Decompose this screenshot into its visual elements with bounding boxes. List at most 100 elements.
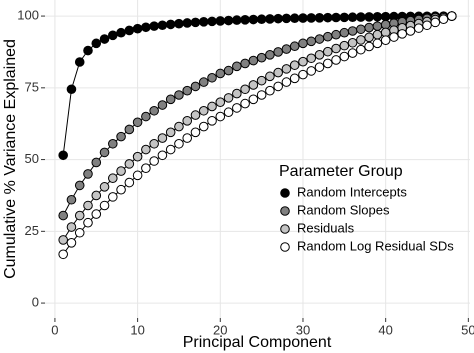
data-point [190, 110, 201, 120]
data-point [182, 133, 193, 143]
data-point [132, 117, 143, 128]
y-tick-label: 100 [17, 8, 39, 23]
data-point [372, 38, 383, 49]
data-point [58, 150, 68, 161]
data-point [364, 32, 374, 43]
legend-title: Parameter Group [279, 163, 403, 180]
data-point [322, 58, 333, 69]
data-point [83, 200, 93, 211]
data-point [116, 184, 126, 195]
data-point [413, 23, 424, 33]
data-point [273, 13, 283, 24]
data-point [331, 12, 341, 23]
data-point [198, 17, 209, 27]
data-point [248, 94, 259, 105]
data-point [422, 20, 432, 31]
data-point [149, 138, 159, 149]
data-point [207, 116, 217, 126]
data-point [149, 105, 159, 116]
data-point [240, 84, 250, 95]
data-point [83, 45, 93, 56]
legend-swatch [280, 224, 290, 234]
data-point [281, 44, 292, 54]
data-point [380, 35, 391, 45]
data-point [157, 133, 168, 143]
data-point [256, 75, 267, 86]
data-point [198, 105, 209, 116]
data-point [157, 20, 168, 31]
x-tick-label: 50 [461, 322, 474, 337]
data-point [108, 138, 118, 149]
data-point [281, 64, 292, 74]
data-point [256, 90, 267, 100]
data-point [364, 12, 374, 22]
data-point [248, 14, 259, 25]
data-point [124, 177, 135, 188]
data-point [405, 26, 416, 36]
data-point [116, 166, 126, 176]
data-point [74, 57, 85, 67]
data-point [74, 210, 85, 221]
legend-swatch [280, 242, 290, 252]
y-tick-label: 75 [25, 79, 39, 94]
data-point [240, 58, 250, 69]
data-point [74, 227, 85, 238]
data-point [207, 16, 217, 27]
data-point [141, 163, 151, 173]
data-point [149, 21, 159, 31]
data-point [265, 14, 275, 24]
data-point [331, 29, 341, 40]
data-point [306, 36, 317, 47]
legend-swatch [280, 206, 290, 216]
data-point [124, 159, 135, 169]
data-point [240, 15, 250, 25]
data-point [132, 151, 143, 162]
data-point [389, 32, 399, 42]
data-point [165, 94, 176, 105]
legend-swatch [280, 188, 290, 198]
data-point [99, 200, 110, 211]
data-point [248, 80, 259, 90]
data-point [364, 41, 374, 52]
data-point [198, 121, 209, 132]
data-point [174, 18, 184, 29]
data-point [165, 127, 176, 138]
data-point [190, 17, 201, 28]
legend-label: Random Intercepts [297, 184, 407, 199]
data-point [207, 101, 217, 112]
data-point [165, 19, 176, 30]
data-point [380, 11, 391, 22]
data-point [372, 11, 383, 22]
data-point [289, 13, 300, 24]
data-point [91, 38, 102, 49]
data-point [232, 88, 242, 99]
x-tick-label: 30 [296, 322, 310, 337]
data-point [265, 71, 275, 82]
series-line [62, 15, 452, 241]
data-point [174, 90, 184, 100]
data-point [314, 34, 325, 44]
data-point [108, 30, 118, 41]
data-point [364, 22, 374, 33]
data-point [91, 157, 102, 168]
data-point [66, 222, 77, 232]
data-point [314, 62, 325, 72]
data-point [298, 38, 308, 49]
data-point [356, 12, 366, 22]
data-point [289, 41, 300, 52]
data-point [83, 169, 93, 179]
data-point [124, 124, 135, 135]
data-point [165, 144, 176, 155]
legend-label: Random Log Residual SDs [297, 238, 454, 253]
data-point [314, 50, 325, 60]
data-point [215, 111, 226, 122]
data-point [108, 173, 118, 184]
data-point [83, 217, 93, 228]
data-point [182, 18, 193, 28]
data-point [149, 156, 159, 166]
data-point [314, 12, 325, 23]
data-point [141, 144, 151, 155]
data-point [174, 121, 184, 132]
data-point [215, 16, 226, 26]
